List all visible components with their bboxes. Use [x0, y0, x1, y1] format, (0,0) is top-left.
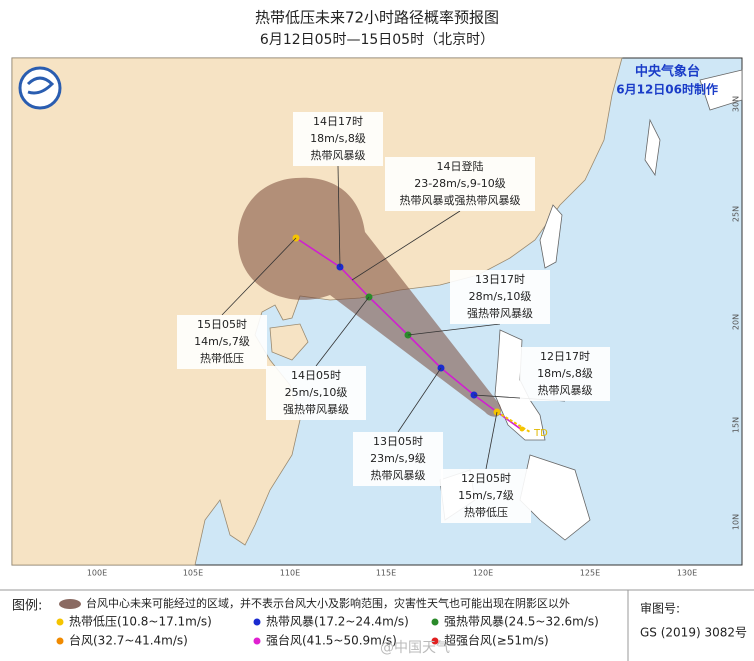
- legend-dot: [253, 618, 261, 626]
- legend-item: 超强台风(≥51m/s): [444, 633, 549, 648]
- callout-box: [177, 315, 267, 369]
- point-past: [519, 426, 525, 432]
- lon-label: 110E: [280, 569, 300, 578]
- legend-dot: [253, 637, 261, 645]
- leader-line: [351, 210, 461, 281]
- callout-box: [385, 157, 535, 211]
- legend-dot: [431, 618, 439, 626]
- callout-box: [520, 347, 610, 401]
- legend-item: 台风(32.7~41.4m/s): [69, 633, 188, 648]
- subtitle: 6月12日05时—15日05时（北京时）: [260, 32, 494, 48]
- callout-text: 15日05时: [197, 318, 247, 331]
- leader-line: [397, 367, 442, 433]
- land-islands: [644, 69, 743, 177]
- callout-text: 14日17时: [313, 115, 363, 128]
- callout-text: 23m/s,9级: [370, 452, 426, 465]
- legend-item: 热带低压(10.8~17.1m/s): [69, 615, 212, 629]
- lon-label: 105E: [183, 569, 203, 578]
- legend-dot: [56, 618, 64, 626]
- callout-text: 18m/s,8级: [310, 132, 366, 145]
- legend: 图例: 台风中心未来可能经过的区域，并不表示台风大小及影响范围，灾害性天气也可能…: [0, 589, 754, 661]
- leader-line: [337, 165, 341, 268]
- title: 热带低压未来72小时路径概率预报图: [255, 9, 499, 27]
- forecast-track: [295, 237, 523, 431]
- callout-text: 12日17时: [540, 350, 590, 363]
- lon-label: 100E: [87, 569, 107, 578]
- callout-text: 12日05时: [461, 472, 511, 485]
- lon-label: 130E: [677, 569, 697, 578]
- land-hainan: [269, 323, 309, 361]
- legend-item: 热带风暴(17.2~24.4m/s): [266, 615, 409, 629]
- legend-shade: [59, 599, 81, 609]
- callouts: 14日17时18m/s,8级热带风暴级14日登陆23-28m/s,9-10级热带…: [177, 112, 610, 523]
- logo: [18, 66, 62, 110]
- legend-item: 强台风(41.5~50.9m/s): [266, 633, 397, 648]
- callout-text: 15m/s,7级: [458, 489, 514, 502]
- agency-name: 中央气象台: [635, 64, 700, 80]
- callout-box: [293, 112, 383, 166]
- callout-text: 14m/s,7级: [194, 335, 250, 348]
- callout-text: 13日05时: [373, 435, 423, 448]
- land-taiwan: [539, 204, 563, 269]
- callout-box: [450, 270, 550, 324]
- leader-line: [485, 411, 498, 470]
- callout-text: 25m/s,10级: [285, 386, 348, 399]
- callout-text: 热带风暴级: [371, 469, 426, 482]
- leader-line: [407, 323, 501, 336]
- legend-shade-note: 台风中心未来可能经过的区域，并不表示台风大小及影响范围，灾害性天气也可能出现在阴…: [86, 596, 570, 610]
- track-label: TD: [533, 428, 548, 439]
- legend-dot: [431, 637, 439, 645]
- lat-label: 15N: [732, 417, 741, 433]
- callout-text: 强热带风暴级: [283, 403, 349, 416]
- callout-text: 18m/s,8级: [537, 367, 593, 380]
- callout-text: 热带低压: [200, 352, 244, 365]
- leader-line: [315, 296, 370, 367]
- lon-label: 125E: [580, 569, 600, 578]
- callout-text: 23-28m/s,9-10级: [414, 177, 506, 190]
- callout-text: 热带低压: [464, 506, 508, 519]
- issued-time: 6月12日06时制作: [616, 82, 718, 97]
- approval-label: 审图号:: [640, 601, 680, 616]
- callout-text: 14日05时: [291, 369, 341, 382]
- watermark: @中国天气: [380, 640, 450, 656]
- logo-mark: [26, 76, 55, 95]
- approval-number: GS (2019) 3082号: [640, 626, 747, 640]
- lat-label: 10N: [732, 514, 741, 530]
- legend-heading: 图例:: [12, 599, 42, 614]
- callout-text: 热带风暴或强热带风暴级: [400, 194, 521, 207]
- lat-label: 30N: [732, 96, 741, 112]
- legend-dot: [56, 637, 64, 645]
- callout-text: 14日登陆: [437, 159, 484, 173]
- legend-item: 强热带风暴(24.5~32.6m/s): [444, 615, 599, 629]
- callout-text: 热带风暴级: [538, 384, 593, 397]
- lat-label: 25N: [732, 206, 741, 222]
- lon-label: 120E: [473, 569, 493, 578]
- callout-box: [353, 432, 443, 486]
- callout-text: 强热带风暴级: [467, 307, 533, 320]
- callout-text: 热带风暴级: [311, 149, 366, 162]
- callout-text: 13日17时: [475, 273, 525, 286]
- callout-text: 28m/s,10级: [469, 290, 532, 303]
- past-track: [496, 411, 531, 433]
- callout-box: [266, 366, 366, 420]
- leader-line: [221, 237, 297, 316]
- lat-label: 20N: [732, 314, 741, 330]
- axis-labels: 100E 105E 110E 115E 120E 125E 130E 30N 25N 20N 15N…: [87, 96, 741, 578]
- callout-box: [441, 469, 531, 523]
- lon-label: 115E: [376, 569, 396, 578]
